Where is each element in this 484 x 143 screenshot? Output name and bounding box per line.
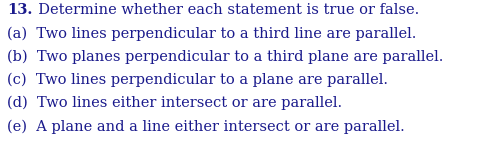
Text: (b)  Two planes perpendicular to a third plane are parallel.: (b) Two planes perpendicular to a third …: [7, 49, 443, 64]
Text: (c)  Two lines perpendicular to a plane are parallel.: (c) Two lines perpendicular to a plane a…: [7, 73, 388, 87]
Text: (d)  Two lines either intersect or are parallel.: (d) Two lines either intersect or are pa…: [7, 96, 342, 110]
Text: Determine whether each statement is true or false.: Determine whether each statement is true…: [29, 3, 419, 17]
Text: (a)  Two lines perpendicular to a third line are parallel.: (a) Two lines perpendicular to a third l…: [7, 26, 416, 41]
Text: (e)  A plane and a line either intersect or are parallel.: (e) A plane and a line either intersect …: [7, 119, 405, 134]
Text: 13.: 13.: [7, 3, 32, 17]
